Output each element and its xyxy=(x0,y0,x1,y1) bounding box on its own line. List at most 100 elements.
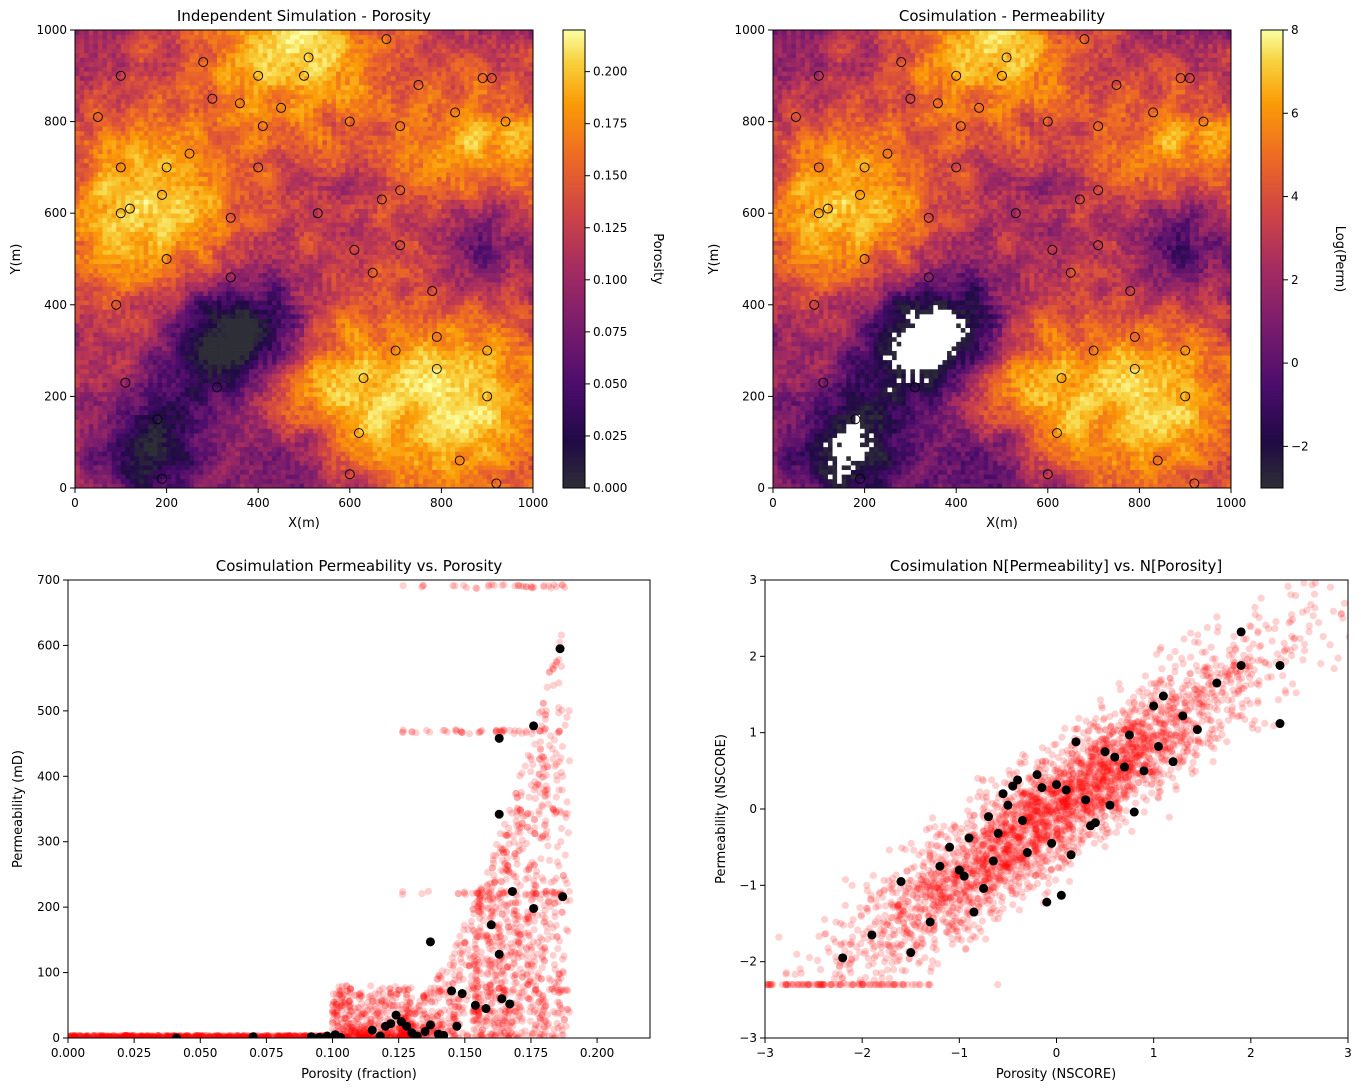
heat-cell xyxy=(496,414,502,420)
heat-cell xyxy=(468,405,474,411)
heat-cell xyxy=(482,414,488,420)
heat-cell xyxy=(116,410,122,416)
heat-cell xyxy=(510,387,516,393)
heat-cell xyxy=(482,428,488,434)
heat-cell xyxy=(354,286,360,292)
heat-cell xyxy=(372,378,378,384)
heat-cell xyxy=(88,428,94,434)
heat-cell xyxy=(336,423,341,429)
heat-cell xyxy=(143,263,149,269)
heat-cell xyxy=(400,410,406,416)
heat-cell xyxy=(258,359,264,365)
heat-cell xyxy=(519,433,525,438)
heat-cell xyxy=(413,341,419,347)
heat-cell xyxy=(468,455,474,461)
heat-cell xyxy=(436,478,442,484)
heat-cell xyxy=(404,387,410,393)
heat-cell xyxy=(152,437,158,443)
heat-cell xyxy=(75,309,80,315)
heat-cell xyxy=(290,332,296,338)
heat-cell xyxy=(313,373,319,379)
heat-cell xyxy=(166,478,172,484)
heat-cell xyxy=(79,423,85,429)
heat-cell xyxy=(345,451,351,457)
heat-cell xyxy=(129,455,135,461)
heat-cell xyxy=(93,259,99,264)
heat-cell xyxy=(189,350,195,356)
heat-cell xyxy=(175,396,181,402)
heat-cell xyxy=(468,387,474,393)
heat-cell xyxy=(239,433,245,438)
heat-cell xyxy=(326,442,332,448)
heat-cell xyxy=(88,382,94,388)
heat-cell xyxy=(354,350,360,356)
heat-cell xyxy=(340,368,346,374)
heat-cell xyxy=(299,263,305,269)
heat-cell xyxy=(418,291,424,296)
heat-cell xyxy=(107,272,112,278)
heat-cell xyxy=(363,451,369,457)
heat-cell xyxy=(134,291,140,296)
heat-cell xyxy=(271,327,277,333)
heat-cell xyxy=(171,300,177,306)
heat-cell xyxy=(519,368,525,374)
heat-cell xyxy=(436,350,442,356)
heat-cell xyxy=(386,414,392,420)
heat-cell xyxy=(317,359,323,365)
heat-cell xyxy=(239,291,245,296)
heat-cell xyxy=(505,268,511,274)
heat-cell xyxy=(299,359,305,365)
heat-cell xyxy=(317,259,323,264)
heat-cell xyxy=(418,304,424,310)
heat-cell xyxy=(230,469,236,475)
heat-cell xyxy=(528,483,534,489)
heat-cell xyxy=(120,309,126,315)
heat-cell xyxy=(111,419,117,425)
heat-cell xyxy=(413,382,419,388)
heat-cell xyxy=(116,465,122,471)
heat-cell xyxy=(162,382,167,388)
heat-cell xyxy=(207,465,213,471)
heat-cell xyxy=(84,474,90,480)
heat-cell xyxy=(395,259,401,264)
heat-cell xyxy=(184,400,190,406)
heat-cell xyxy=(116,272,122,278)
heat-cell xyxy=(239,483,245,489)
heat-cell xyxy=(372,451,378,457)
heat-cell xyxy=(322,350,328,356)
heat-cell xyxy=(496,295,502,301)
heat-cell xyxy=(157,318,163,324)
heat-cell xyxy=(510,355,516,361)
heat-cell xyxy=(97,478,103,484)
heat-cell xyxy=(386,332,392,338)
heat-cell xyxy=(340,332,346,338)
heat-cell xyxy=(381,268,387,274)
heat-cell xyxy=(368,272,374,278)
heat-cell xyxy=(203,423,209,429)
heat-cell xyxy=(363,446,369,452)
heat-cell xyxy=(198,465,204,471)
heat-cell xyxy=(491,277,497,283)
heat-cell xyxy=(93,313,99,319)
heat-cell xyxy=(363,281,369,287)
heat-cell xyxy=(290,465,296,471)
heat-cell xyxy=(473,410,479,416)
heat-cell xyxy=(152,272,158,278)
heat-cell xyxy=(267,327,273,333)
heat-cell xyxy=(409,373,415,379)
heat-cell xyxy=(473,373,479,379)
heat-cell xyxy=(331,451,337,457)
heat-cell xyxy=(294,336,300,342)
heat-cell xyxy=(166,304,172,310)
heat-cell xyxy=(139,378,145,384)
heat-cell xyxy=(445,460,451,466)
heat-cell xyxy=(93,286,99,292)
heat-cell xyxy=(391,295,396,301)
heat-cell xyxy=(285,460,291,466)
heat-cell xyxy=(180,442,186,448)
heat-cell xyxy=(528,428,534,434)
heat-cell xyxy=(276,259,282,264)
heat-cell xyxy=(487,323,493,329)
heat-cell xyxy=(230,355,236,361)
heat-cell xyxy=(404,442,410,448)
